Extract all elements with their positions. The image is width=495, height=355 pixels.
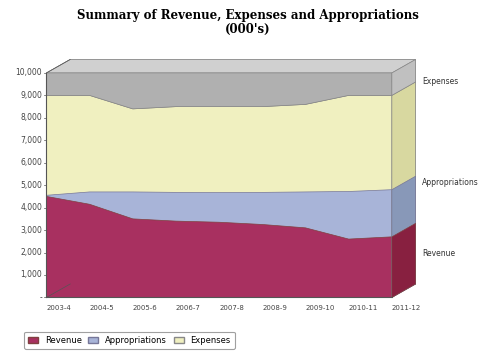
Polygon shape — [392, 223, 416, 297]
Text: 2003-4: 2003-4 — [47, 305, 71, 311]
Text: Revenue: Revenue — [422, 249, 455, 258]
Legend: Revenue, Appropriations, Expenses: Revenue, Appropriations, Expenses — [24, 332, 235, 349]
Polygon shape — [133, 93, 200, 109]
Text: 2010-11: 2010-11 — [348, 305, 378, 311]
Polygon shape — [47, 60, 70, 297]
Polygon shape — [47, 179, 113, 195]
Text: 1,000: 1,000 — [20, 271, 42, 279]
Polygon shape — [90, 179, 156, 192]
Text: 5,000: 5,000 — [20, 181, 42, 190]
Text: 2009-10: 2009-10 — [305, 305, 335, 311]
Polygon shape — [70, 60, 416, 95]
Text: 9,000: 9,000 — [20, 91, 42, 100]
Polygon shape — [70, 183, 416, 284]
Polygon shape — [219, 209, 286, 224]
Polygon shape — [47, 183, 113, 204]
Text: 10,000: 10,000 — [15, 69, 42, 77]
Polygon shape — [47, 190, 392, 297]
Text: 4,000: 4,000 — [20, 203, 42, 212]
Polygon shape — [348, 223, 416, 239]
Polygon shape — [47, 73, 392, 109]
Polygon shape — [219, 179, 286, 193]
Polygon shape — [176, 93, 243, 106]
Polygon shape — [262, 179, 329, 192]
Polygon shape — [47, 60, 416, 73]
Polygon shape — [133, 179, 200, 192]
Text: 2006-7: 2006-7 — [176, 305, 201, 311]
Polygon shape — [70, 176, 416, 284]
Polygon shape — [392, 60, 416, 95]
Polygon shape — [176, 179, 243, 193]
Polygon shape — [262, 91, 329, 106]
Text: Expenses: Expenses — [422, 77, 458, 86]
Polygon shape — [90, 191, 156, 219]
Polygon shape — [392, 82, 416, 297]
Text: -: - — [40, 293, 42, 302]
Text: 2011-12: 2011-12 — [392, 305, 421, 311]
Polygon shape — [392, 176, 416, 297]
Text: 2004-5: 2004-5 — [90, 305, 114, 311]
Polygon shape — [70, 82, 416, 284]
Text: 7,000: 7,000 — [20, 136, 42, 145]
Polygon shape — [47, 82, 113, 95]
Polygon shape — [262, 211, 329, 228]
Text: 8,000: 8,000 — [20, 113, 42, 122]
Polygon shape — [305, 214, 372, 239]
Polygon shape — [90, 82, 156, 109]
Polygon shape — [133, 206, 200, 221]
Polygon shape — [47, 196, 392, 297]
Text: 3,000: 3,000 — [20, 225, 42, 235]
Text: (000's): (000's) — [225, 23, 270, 36]
Polygon shape — [305, 178, 372, 192]
Text: Summary of Revenue, Expenses and Appropriations: Summary of Revenue, Expenses and Appropr… — [77, 9, 418, 22]
Polygon shape — [348, 176, 416, 191]
Polygon shape — [176, 208, 243, 222]
Polygon shape — [348, 82, 416, 95]
Text: 2005-6: 2005-6 — [133, 305, 157, 311]
Polygon shape — [219, 93, 286, 106]
Text: 6,000: 6,000 — [20, 158, 42, 167]
Text: 2007-8: 2007-8 — [219, 305, 244, 311]
Polygon shape — [305, 82, 372, 104]
Text: Appropriations: Appropriations — [422, 179, 479, 187]
Text: 2008-9: 2008-9 — [262, 305, 287, 311]
Text: 2,000: 2,000 — [20, 248, 42, 257]
Polygon shape — [47, 95, 392, 297]
